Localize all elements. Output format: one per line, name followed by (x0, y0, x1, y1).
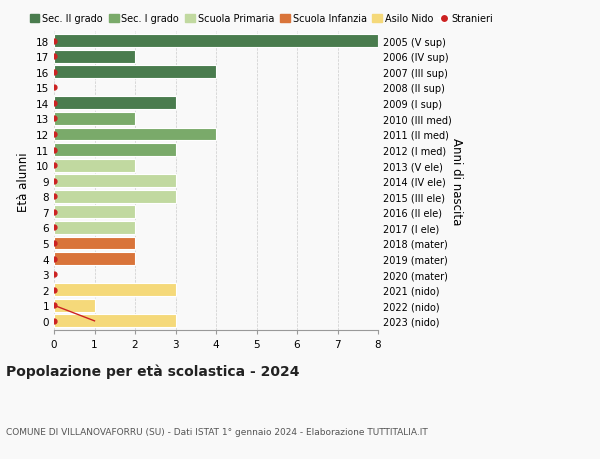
Text: Popolazione per età scolastica - 2024: Popolazione per età scolastica - 2024 (6, 364, 299, 379)
Bar (54, 222, 135, 234)
Y-axis label: Anni di nascita: Anni di nascita (450, 138, 463, 225)
Bar (54, 299, 95, 312)
Bar (54, 252, 135, 265)
Text: COMUNE DI VILLANOVAFORRU (SU) - Dati ISTAT 1° gennaio 2024 - Elaborazione TUTTIT: COMUNE DI VILLANOVAFORRU (SU) - Dati IST… (6, 427, 428, 436)
Bar (54, 144, 176, 157)
Bar (54, 97, 176, 110)
Bar (54, 206, 135, 219)
Bar (54, 129, 216, 141)
Bar (54, 66, 216, 79)
Bar (54, 50, 135, 63)
Bar (54, 315, 176, 328)
Bar (54, 35, 378, 48)
Bar (54, 284, 176, 297)
Bar (54, 113, 135, 125)
Bar (54, 159, 135, 172)
Y-axis label: Età alunni: Età alunni (17, 151, 31, 211)
Bar (54, 237, 135, 250)
Legend: Sec. II grado, Sec. I grado, Scuola Primaria, Scuola Infanzia, Asilo Nido, Stran: Sec. II grado, Sec. I grado, Scuola Prim… (30, 14, 494, 24)
Bar (54, 190, 176, 203)
Bar (54, 175, 176, 188)
